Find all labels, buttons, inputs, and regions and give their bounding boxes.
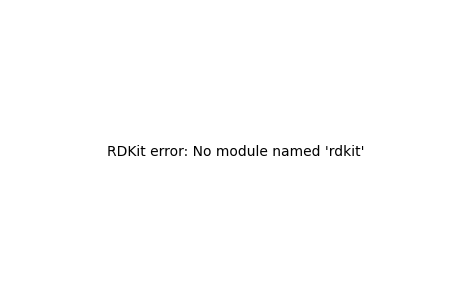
Text: RDKit error: No module named 'rdkit': RDKit error: No module named 'rdkit' [107, 145, 364, 158]
